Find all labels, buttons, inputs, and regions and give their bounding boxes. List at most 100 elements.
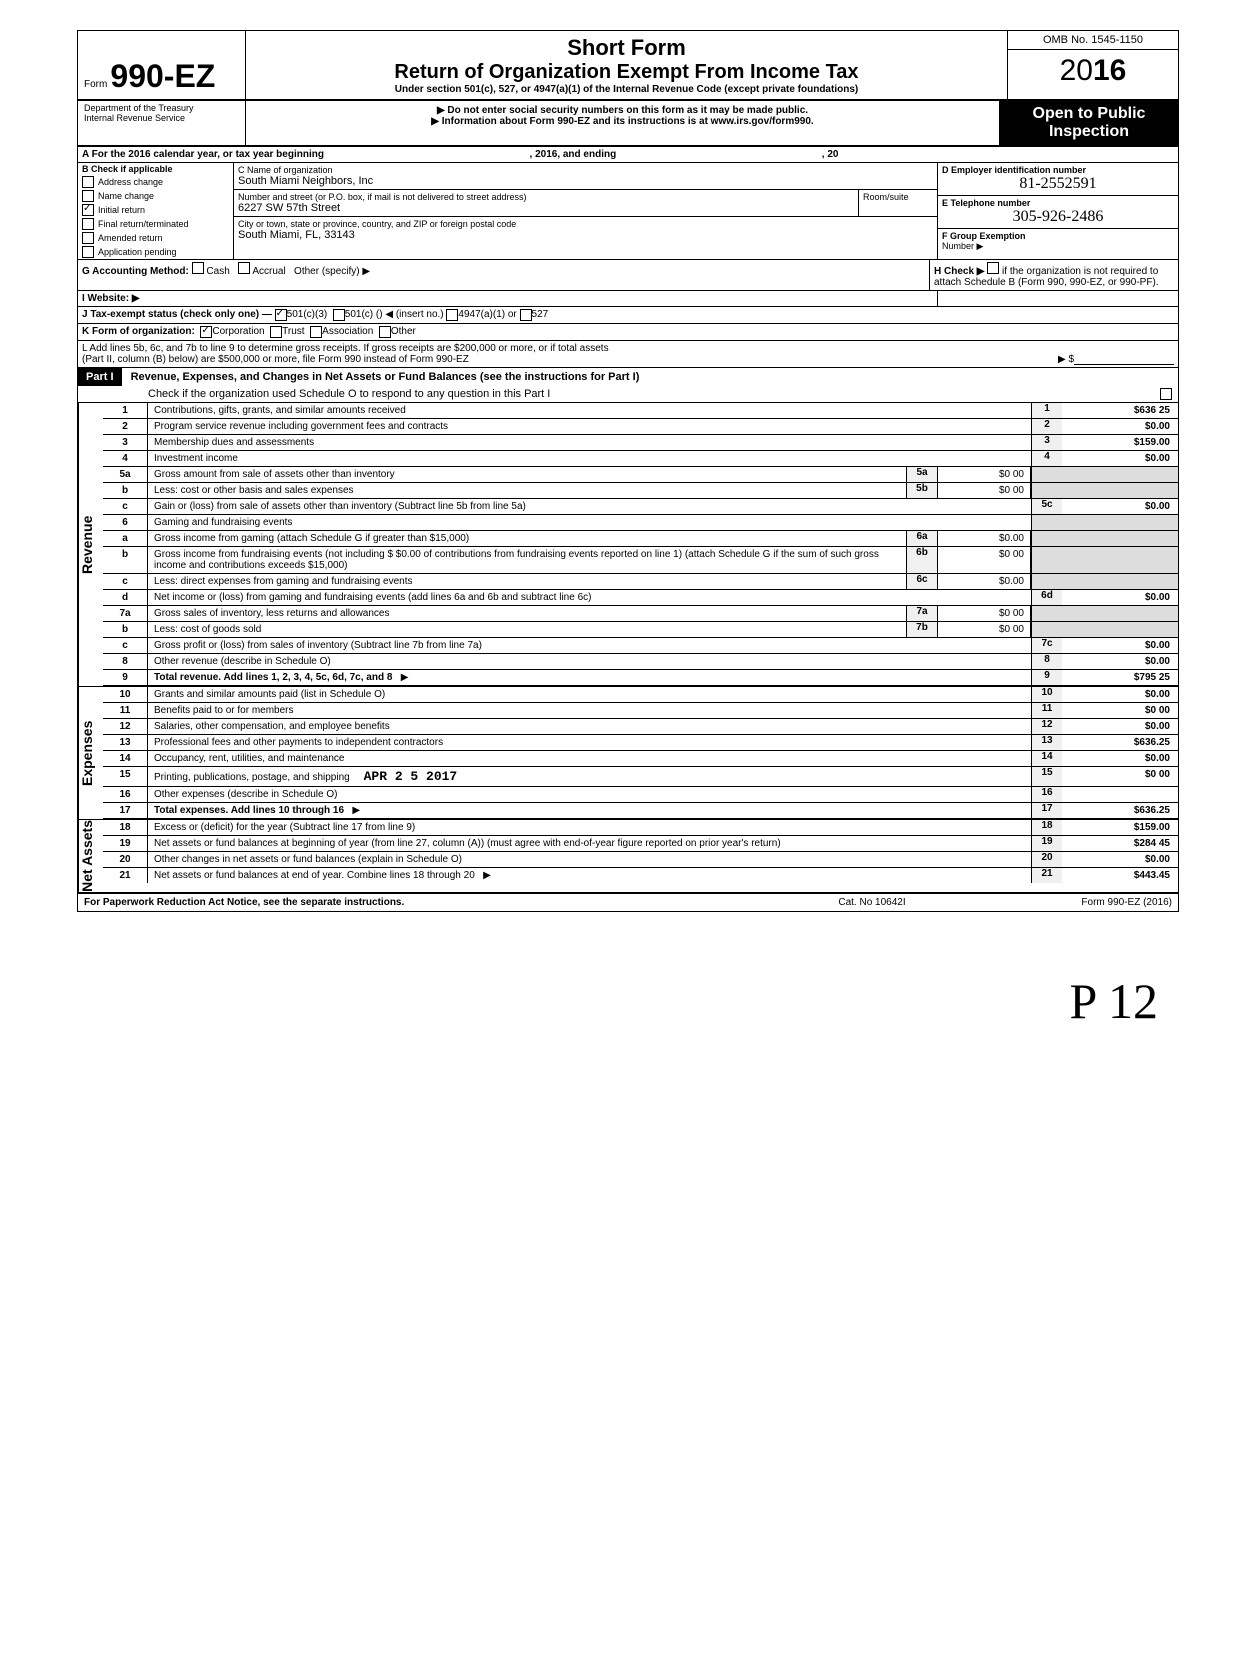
year-box: OMB No. 1545-1150 2016 xyxy=(1007,31,1178,99)
check-pending[interactable]: Application pending xyxy=(78,245,233,259)
line-3-value: $159.00 xyxy=(1062,435,1178,450)
section-a-mid: , 2016, and ending xyxy=(530,149,617,160)
dept-treasury: Department of the Treasury xyxy=(84,103,239,113)
section-a-label: A For the 2016 calendar year, or tax yea… xyxy=(82,149,324,160)
info-grid: B Check if applicable Address change Nam… xyxy=(78,163,1178,260)
received-date-stamp: APR 2 5 2017 xyxy=(364,769,458,784)
check-final-return[interactable]: Final return/terminated xyxy=(78,217,233,231)
c-name-label: C Name of organization xyxy=(238,165,933,175)
line-19-value: $284 45 xyxy=(1062,836,1178,851)
org-street: 6227 SW 57th Street xyxy=(238,202,854,214)
org-name: South Miami Neighbors, Inc xyxy=(238,175,933,187)
header: Form 990-EZ Short Form Return of Organiz… xyxy=(78,31,1178,101)
f-label: F Group Exemption xyxy=(942,231,1174,241)
net-assets-section: Net Assets 18Excess or (deficit) for the… xyxy=(78,820,1178,894)
dept-box: Department of the Treasury Internal Reve… xyxy=(78,101,246,145)
form-number-box: Form 990-EZ xyxy=(78,31,246,99)
row-l: L Add lines 5b, 6c, and 7b to line 9 to … xyxy=(78,341,1178,368)
room-label: Room/suite xyxy=(863,192,933,202)
website-field: I Website: ▶ xyxy=(78,291,938,306)
form-footer: Form 990-EZ (2016) xyxy=(972,897,1172,908)
phone-value: 305-926-2486 xyxy=(942,208,1174,226)
check-trust[interactable] xyxy=(270,326,282,338)
check-cash[interactable] xyxy=(192,262,204,274)
col-c: C Name of organization South Miami Neigh… xyxy=(234,163,938,259)
row-g-h: G Accounting Method: Cash Accrual Other … xyxy=(78,260,1178,291)
check-assoc[interactable] xyxy=(310,326,322,338)
check-corp[interactable] xyxy=(200,326,212,338)
line-4-value: $0.00 xyxy=(1062,451,1178,466)
revenue-section: Revenue 1Contributions, gifts, grants, a… xyxy=(78,403,1178,687)
footer: For Paperwork Reduction Act Notice, see … xyxy=(78,894,1178,911)
omb-number: OMB No. 1545-1150 xyxy=(1008,31,1178,50)
part1-label: Part I xyxy=(78,368,122,386)
line-2-value: $0.00 xyxy=(1062,419,1178,434)
line-21-value: $443.45 xyxy=(1062,868,1178,883)
line-11-value: $0 00 xyxy=(1062,703,1178,718)
sub-header: Department of the Treasury Internal Reve… xyxy=(78,101,1178,147)
check-527[interactable] xyxy=(520,309,532,321)
check-initial-return[interactable]: Initial return xyxy=(78,203,233,217)
line-1-value: $636 25 xyxy=(1062,403,1178,418)
line-12-value: $0.00 xyxy=(1062,719,1178,734)
open-public: Open to Public xyxy=(1004,105,1174,123)
form-number: 990-EZ xyxy=(110,58,215,94)
revenue-side-label: Revenue xyxy=(78,403,103,686)
line-7c-value: $0.00 xyxy=(1062,638,1178,653)
no-ssn-warning: ▶ Do not enter social security numbers o… xyxy=(256,105,989,116)
return-title: Return of Organization Exempt From Incom… xyxy=(256,61,997,84)
part1-header: Part I Revenue, Expenses, and Changes in… xyxy=(78,368,1178,403)
line-17-value: $636.25 xyxy=(1062,803,1178,818)
row-k: K Form of organization: Corporation Trus… xyxy=(78,324,1178,341)
line-18-value: $159.00 xyxy=(1062,820,1178,835)
d-label: D Employer identification number xyxy=(942,165,1174,175)
section-a-end: , 20 xyxy=(822,149,839,160)
city-label: City or town, state or province, country… xyxy=(238,219,933,229)
form-prefix: Form xyxy=(84,79,107,90)
tax-year: 2016 xyxy=(1008,50,1178,92)
check-other-org[interactable] xyxy=(379,326,391,338)
cat-no: Cat. No 10642I xyxy=(772,897,972,908)
check-accrual[interactable] xyxy=(238,262,250,274)
check-address-change[interactable]: Address change xyxy=(78,175,233,189)
check-schedule-b[interactable] xyxy=(987,262,999,274)
check-501c[interactable] xyxy=(333,309,345,321)
e-label: E Telephone number xyxy=(942,198,1174,208)
line-13-value: $636.25 xyxy=(1062,735,1178,750)
line-10-value: $0.00 xyxy=(1062,687,1178,702)
expenses-section: Expenses 10Grants and similar amounts pa… xyxy=(78,687,1178,820)
ein-value: 81-2552591 xyxy=(942,175,1174,193)
line-16-value xyxy=(1062,787,1178,802)
b-header: B Check if applicable xyxy=(78,163,233,175)
check-schedule-o[interactable] xyxy=(1160,388,1172,400)
check-501c3[interactable] xyxy=(275,309,287,321)
check-name-change[interactable]: Name change xyxy=(78,189,233,203)
accounting-method: G Accounting Method: Cash Accrual Other … xyxy=(78,260,930,290)
inspection-box: Open to Public Inspection xyxy=(999,101,1178,145)
expenses-side-label: Expenses xyxy=(78,687,103,819)
line-8-value: $0.00 xyxy=(1062,654,1178,669)
col-b: B Check if applicable Address change Nam… xyxy=(78,163,234,259)
irs-label: Internal Revenue Service xyxy=(84,113,239,123)
bottom-initial: P 12 xyxy=(1070,972,1158,1030)
net-assets-side-label: Net Assets xyxy=(78,820,103,892)
section-a: A For the 2016 calendar year, or tax yea… xyxy=(78,147,1178,163)
short-form-title: Short Form xyxy=(256,35,997,61)
line-14-value: $0.00 xyxy=(1062,751,1178,766)
check-amended[interactable]: Amended return xyxy=(78,231,233,245)
title-box: Short Form Return of Organization Exempt… xyxy=(246,31,1007,99)
col-de: D Employer identification number 81-2552… xyxy=(938,163,1178,259)
check-4947[interactable] xyxy=(446,309,458,321)
paperwork-notice: For Paperwork Reduction Act Notice, see … xyxy=(84,897,772,908)
line-20-value: $0.00 xyxy=(1062,852,1178,867)
line-15-value: $0 00 xyxy=(1062,767,1178,786)
row-i: I Website: ▶ xyxy=(78,291,1178,307)
instructions-box: ▶ Do not enter social security numbers o… xyxy=(246,101,999,145)
org-city: South Miami, FL, 33143 xyxy=(238,229,933,241)
under-section: Under section 501(c), 527, or 4947(a)(1)… xyxy=(256,84,997,95)
form-page: Form 990-EZ Short Form Return of Organiz… xyxy=(77,30,1179,912)
f-number: Number ▶ xyxy=(942,241,1174,252)
line-9-value: $795 25 xyxy=(1062,670,1178,685)
inspection: Inspection xyxy=(1004,123,1174,141)
info-url: ▶ Information about Form 990-EZ and its … xyxy=(256,116,989,127)
